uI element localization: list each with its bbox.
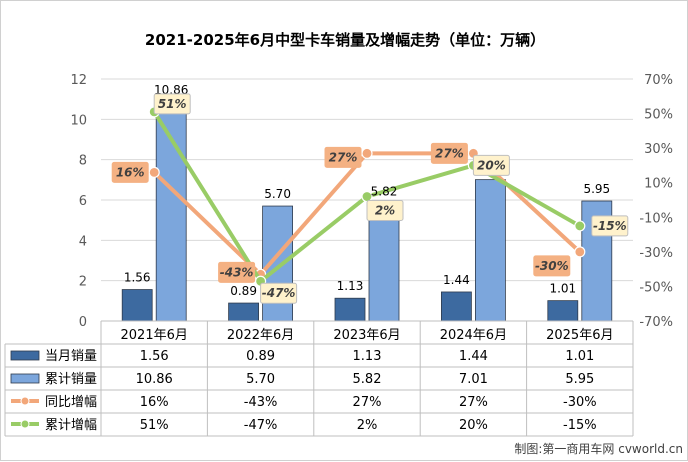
- table-cell: 16%: [140, 395, 169, 410]
- legend-name: 同比增幅: [45, 395, 97, 410]
- table-cell: 1.13: [353, 349, 382, 364]
- line-marker: [574, 220, 586, 232]
- y-axis-left: 0 2 4 6 8 10 12: [70, 73, 87, 330]
- category-label: 2024年6月: [440, 328, 507, 343]
- y-tick-right: -50%: [639, 280, 673, 295]
- table-cell: 51%: [140, 418, 169, 433]
- bar-value-label: 5.70: [264, 187, 291, 201]
- data-labels: 1.560.891.131.441.0110.865.705.827.015.9…: [111, 83, 629, 304]
- legend-name: 累计增幅: [45, 418, 97, 433]
- pct-tag-label: 16%: [116, 165, 145, 179]
- bar-series: [121, 101, 613, 322]
- pct-tag-label: 27%: [435, 146, 464, 160]
- legend-name: 累计销量: [45, 372, 97, 387]
- table-cell: 5.70: [246, 372, 275, 387]
- bar-value-label: 1.44: [443, 273, 470, 287]
- bar-value-label: 1.13: [337, 279, 364, 293]
- pct-tag-box: [430, 142, 468, 164]
- bar-cumulative: [262, 205, 294, 322]
- table-cell: 2%: [357, 418, 378, 433]
- bar-value-label: 1.56: [124, 271, 151, 285]
- chart-title: 2021-2025年6月中型卡车销量及增幅走势（单位：万辆）: [145, 31, 545, 49]
- pct-tag-box: [260, 282, 298, 304]
- line-marker: [574, 246, 586, 258]
- bar-monthly: [121, 289, 153, 322]
- category-label: 2023年6月: [333, 328, 400, 343]
- legend-name: 当月销量: [45, 349, 97, 364]
- pct-tag-label: 20%: [477, 158, 506, 172]
- y-tick-right: 70%: [644, 73, 673, 88]
- bar-cumulative: [155, 101, 187, 322]
- pct-tag-box: [533, 255, 571, 277]
- line-marker: [148, 166, 160, 178]
- table-cell: -43%: [244, 395, 278, 410]
- pct-tag-label: 27%: [329, 150, 358, 164]
- category-label: 2025年6月: [546, 328, 613, 343]
- table-cell: 5.82: [353, 372, 382, 387]
- pct-tag-label: -30%: [535, 259, 569, 273]
- y-tick-right: 10%: [644, 177, 673, 192]
- bar-monthly: [440, 291, 472, 322]
- table-cell: -30%: [563, 395, 597, 410]
- pct-tag-box: [218, 261, 256, 283]
- pct-tag-box: [591, 215, 629, 237]
- y-tick-left: 12: [70, 73, 87, 88]
- bar-value-label: 5.95: [583, 182, 610, 196]
- table-cell: 27%: [353, 395, 382, 410]
- bar-monthly: [547, 300, 579, 322]
- table-cell: 5.95: [565, 372, 594, 387]
- bar-monthly: [334, 297, 366, 322]
- y-axis-right: -70% -50% -30% -10% 10% 30% 50% 70%: [639, 73, 673, 330]
- bar-monthly: [228, 302, 260, 322]
- table-cell: -47%: [244, 418, 278, 433]
- y-tick-left: 4: [79, 234, 87, 249]
- pct-tag-box: [324, 146, 362, 168]
- table-cell: 27%: [459, 395, 488, 410]
- bar-value-label: 1.01: [549, 282, 576, 296]
- table-cell: 20%: [459, 418, 488, 433]
- bar-value-label: 0.89: [230, 284, 257, 298]
- line-series: [148, 106, 586, 287]
- y-tick-right: -30%: [639, 246, 673, 261]
- table-cell: 7.01: [459, 372, 488, 387]
- category-label: 2021年6月: [121, 328, 188, 343]
- legend-key: [10, 373, 40, 384]
- pct-tag-box: [472, 154, 510, 176]
- y-tick-right: -10%: [639, 211, 673, 226]
- y-tick-right: 50%: [644, 108, 673, 123]
- legend-key-marker: [20, 396, 30, 406]
- pct-tag-label: 2%: [375, 204, 395, 218]
- line-marker: [361, 147, 373, 159]
- credit-text: 制图:第一商用车网 cvworld.cn: [514, 441, 683, 456]
- y-tick-right: -70%: [639, 315, 673, 330]
- table-cell: 10.86: [136, 372, 173, 387]
- pct-tag-box: [111, 161, 149, 183]
- pct-tag-label: 51%: [158, 97, 187, 111]
- table-cell: 0.89: [246, 349, 275, 364]
- y-tick-left: 6: [79, 194, 87, 209]
- y-tick-left: 10: [70, 113, 87, 128]
- pct-tag-box: [153, 93, 191, 115]
- pct-tag-label: -15%: [593, 219, 627, 233]
- category-label: 2022年6月: [227, 328, 294, 343]
- y-tick-left: 2: [79, 275, 87, 290]
- y-tick-left: 8: [79, 154, 87, 169]
- y-tick-left: 0: [79, 315, 87, 330]
- pct-tag-label: -43%: [220, 265, 254, 279]
- table-cell: 1.44: [459, 349, 488, 364]
- table-cell: -15%: [563, 418, 597, 433]
- y-tick-right: 30%: [644, 142, 673, 157]
- bar-cumulative: [368, 203, 400, 322]
- bar-value-label: 5.82: [371, 185, 398, 199]
- bar-cumulative: [474, 179, 506, 322]
- legend-key: [10, 350, 40, 361]
- pct-tag-label: -47%: [262, 286, 296, 300]
- pct-tag-box: [366, 200, 404, 222]
- table-cell: 1.56: [140, 349, 169, 364]
- table-cell: 1.01: [565, 349, 594, 364]
- legend-key-marker: [20, 419, 30, 429]
